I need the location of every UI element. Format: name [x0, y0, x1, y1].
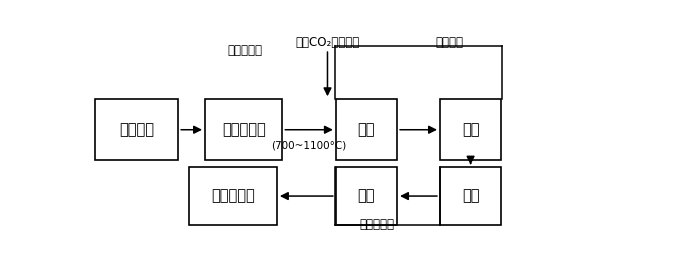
Bar — [440, 167, 502, 225]
Text: 洗涤: 洗涤 — [462, 122, 480, 137]
Text: 干燥: 干燥 — [462, 189, 480, 204]
Text: 后处理工段: 后处理工段 — [360, 218, 395, 231]
Bar — [205, 99, 282, 160]
Text: 粉碎: 粉碎 — [358, 189, 376, 204]
Text: 活化: 活化 — [358, 122, 376, 137]
Bar — [440, 99, 502, 160]
Bar — [336, 167, 397, 225]
Text: 破碎、筛选: 破碎、筛选 — [222, 122, 265, 137]
Bar — [336, 99, 397, 160]
Bar — [96, 99, 178, 160]
Bar — [189, 167, 277, 225]
Text: 水、CO₂、空气等: 水、CO₂、空气等 — [296, 36, 360, 49]
Text: 活性炭颗粒: 活性炭颗粒 — [211, 189, 255, 204]
Text: 生物质炭: 生物质炭 — [119, 122, 154, 137]
Text: 活化工段: 活化工段 — [435, 36, 463, 49]
Text: (700~1100°C): (700~1100°C) — [271, 141, 346, 151]
Text: 预处理工段: 预处理工段 — [227, 44, 263, 57]
